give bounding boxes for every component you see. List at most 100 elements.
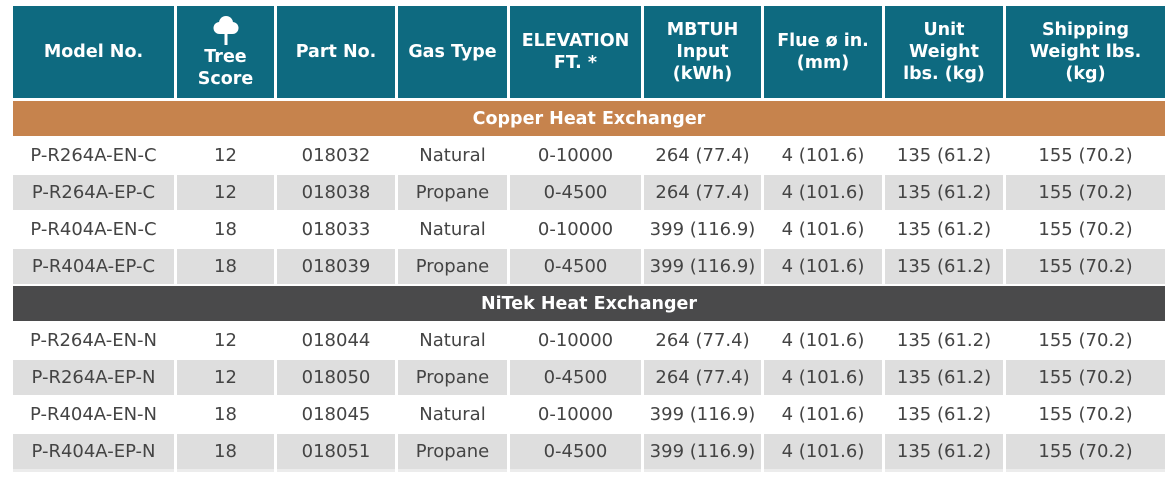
cell-model: P-R404A-EP-N	[13, 434, 174, 472]
cell-gas-type: Propane	[398, 434, 507, 472]
cell-gas-type: Natural	[398, 138, 507, 175]
cell-flue: 4 (101.6)	[764, 360, 882, 397]
cell-shipping-weight: 155 (70.2)	[1006, 138, 1165, 175]
cell-mbtuh: 399 (116.9)	[644, 397, 761, 434]
cell-gas-type: Natural	[398, 323, 507, 360]
table-row: P-R264A-EN-N 12 018044 Natural 0-10000 2…	[13, 323, 1165, 360]
cell-shipping-weight: 155 (70.2)	[1006, 360, 1165, 397]
cell-model: P-R404A-EN-C	[13, 212, 174, 249]
cell-elevation: 0-4500	[510, 249, 641, 286]
col-header-part: Part No.	[277, 6, 395, 101]
table-row: P-R264A-EP-N 12 018050 Propane 0-4500 26…	[13, 360, 1165, 397]
header-text: Model No.	[43, 42, 144, 62]
cell-flue: 4 (101.6)	[764, 434, 882, 472]
col-header-model: Model No.	[13, 6, 174, 101]
cell-model: P-R404A-EN-N	[13, 397, 174, 434]
cell-shipping-weight: 155 (70.2)	[1006, 434, 1165, 472]
col-header-elevation: ELEVATION FT. *	[510, 6, 641, 101]
table-row: P-R404A-EP-C 18 018039 Propane 0-4500 39…	[13, 249, 1165, 286]
cell-model: P-R264A-EN-N	[13, 323, 174, 360]
tree-icon	[213, 15, 238, 45]
cell-elevation: 0-4500	[510, 360, 641, 397]
header-text: Weight	[909, 42, 979, 62]
spec-table: Model No. Tree Score Part No. Gas Type E…	[10, 6, 1168, 472]
header-text: Flue ø in.	[777, 31, 869, 51]
cell-flue: 4 (101.6)	[764, 212, 882, 249]
cell-tree-score: 12	[177, 360, 274, 397]
cell-tree-score: 12	[177, 138, 274, 175]
header-text: FT. *	[553, 53, 598, 73]
cell-part: 018044	[277, 323, 395, 360]
cell-tree-score: 12	[177, 175, 274, 212]
cell-unit-weight: 135 (61.2)	[885, 249, 1003, 286]
header-text: (kg)	[1065, 64, 1106, 84]
header-text: (kWh)	[672, 64, 733, 84]
table-row: P-R404A-EN-N 18 018045 Natural 0-10000 3…	[13, 397, 1165, 434]
cell-flue: 4 (101.6)	[764, 249, 882, 286]
cell-model: P-R264A-EP-C	[13, 175, 174, 212]
col-header-mbtuh: MBTUH Input (kWh)	[644, 6, 761, 101]
cell-part: 018033	[277, 212, 395, 249]
table-row: P-R404A-EP-N 18 018051 Propane 0-4500 39…	[13, 434, 1165, 472]
col-header-shipping-weight: Shipping Weight lbs. (kg)	[1006, 6, 1165, 101]
cell-tree-score: 18	[177, 397, 274, 434]
cell-elevation: 0-4500	[510, 175, 641, 212]
header-row: Model No. Tree Score Part No. Gas Type E…	[13, 6, 1165, 101]
cell-shipping-weight: 155 (70.2)	[1006, 323, 1165, 360]
header-text: Part No.	[295, 42, 377, 62]
cell-gas-type: Natural	[398, 212, 507, 249]
cell-unit-weight: 135 (61.2)	[885, 323, 1003, 360]
header-text: Score	[197, 68, 254, 89]
section-header-copper: Copper Heat Exchanger	[13, 101, 1165, 138]
col-header-tree-score: Tree Score	[177, 6, 274, 101]
table-row: P-R264A-EP-C 12 018038 Propane 0-4500 26…	[13, 175, 1165, 212]
header-text: Shipping	[1041, 20, 1130, 40]
cell-part: 018032	[277, 138, 395, 175]
col-header-gas-type: Gas Type	[398, 6, 507, 101]
section-header-nitek: NiTek Heat Exchanger	[13, 286, 1165, 323]
header-text: MBTUH	[666, 20, 739, 40]
cell-mbtuh: 264 (77.4)	[644, 138, 761, 175]
table-row: P-R264A-EN-C 12 018032 Natural 0-10000 2…	[13, 138, 1165, 175]
cell-shipping-weight: 155 (70.2)	[1006, 397, 1165, 434]
table-row: P-R404A-EN-C 18 018033 Natural 0-10000 3…	[13, 212, 1165, 249]
section-title: NiTek Heat Exchanger	[13, 286, 1165, 323]
header-text: Unit	[923, 20, 965, 40]
cell-tree-score: 12	[177, 323, 274, 360]
cell-model: P-R404A-EP-C	[13, 249, 174, 286]
cell-mbtuh: 399 (116.9)	[644, 434, 761, 472]
cell-flue: 4 (101.6)	[764, 138, 882, 175]
cell-gas-type: Propane	[398, 360, 507, 397]
cell-part: 018051	[277, 434, 395, 472]
cell-elevation: 0-10000	[510, 397, 641, 434]
cell-elevation: 0-4500	[510, 434, 641, 472]
header-text: lbs. (kg)	[903, 64, 985, 84]
header-text: Gas Type	[408, 42, 497, 62]
cell-unit-weight: 135 (61.2)	[885, 138, 1003, 175]
cell-unit-weight: 135 (61.2)	[885, 397, 1003, 434]
cell-part: 018050	[277, 360, 395, 397]
cell-model: P-R264A-EP-N	[13, 360, 174, 397]
cell-unit-weight: 135 (61.2)	[885, 434, 1003, 472]
cell-flue: 4 (101.6)	[764, 175, 882, 212]
cell-elevation: 0-10000	[510, 323, 641, 360]
cell-shipping-weight: 155 (70.2)	[1006, 212, 1165, 249]
header-text: Tree	[204, 46, 247, 67]
cell-unit-weight: 135 (61.2)	[885, 360, 1003, 397]
cell-part: 018045	[277, 397, 395, 434]
cell-tree-score: 18	[177, 212, 274, 249]
cell-shipping-weight: 155 (70.2)	[1006, 175, 1165, 212]
header-text: Input	[676, 42, 729, 62]
section-title: Copper Heat Exchanger	[13, 101, 1165, 138]
cell-model: P-R264A-EN-C	[13, 138, 174, 175]
cell-mbtuh: 399 (116.9)	[644, 212, 761, 249]
cell-shipping-weight: 155 (70.2)	[1006, 249, 1165, 286]
col-header-flue: Flue ø in. (mm)	[764, 6, 882, 101]
cell-mbtuh: 264 (77.4)	[644, 360, 761, 397]
cell-mbtuh: 264 (77.4)	[644, 323, 761, 360]
cell-tree-score: 18	[177, 434, 274, 472]
cell-flue: 4 (101.6)	[764, 397, 882, 434]
header-text: (mm)	[796, 53, 850, 73]
cell-mbtuh: 399 (116.9)	[644, 249, 761, 286]
cell-part: 018039	[277, 249, 395, 286]
